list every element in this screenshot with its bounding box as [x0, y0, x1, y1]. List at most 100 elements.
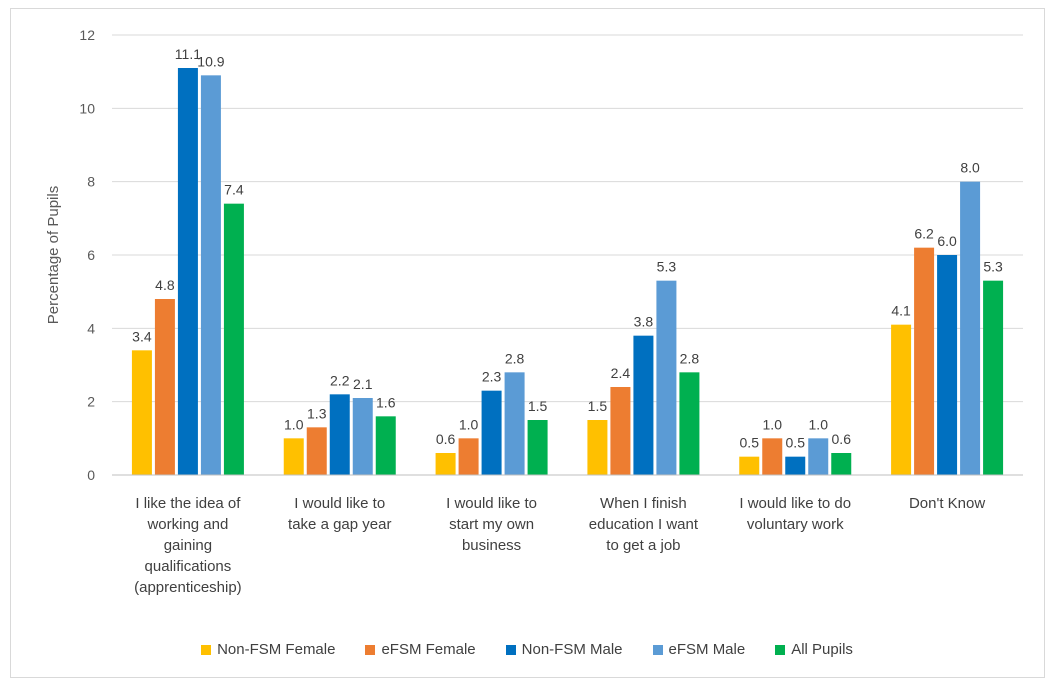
bar: [504, 372, 525, 475]
legend-swatch: [775, 644, 786, 655]
category-label: I like the idea of working and gaining qual…: [108, 493, 268, 598]
category-label-line: working and: [147, 516, 229, 533]
category-label-line: Don't Know: [908, 495, 986, 512]
category-label: I would like to do voluntary work: [715, 493, 875, 535]
category-label-line: business: [461, 537, 522, 554]
bar: [375, 416, 396, 475]
y-axis-ticks: 0 2 4 6 8 10 12: [79, 27, 95, 483]
data-label: 2.2: [330, 372, 350, 388]
bar: [656, 280, 677, 475]
category-label-line: I would like to: [294, 495, 386, 512]
bar: [762, 438, 783, 475]
data-label: 1.5: [588, 398, 608, 414]
category-label-line: (apprenticeship): [134, 579, 242, 596]
category-label: I would like to take a gap year: [260, 493, 420, 535]
bar: [808, 438, 829, 475]
data-label: 0.5: [786, 435, 806, 451]
data-label: 1.3: [307, 405, 327, 421]
bar: [200, 75, 221, 475]
data-label: 1.5: [528, 398, 548, 414]
bar: [739, 456, 760, 475]
data-label: 6.2: [914, 226, 934, 242]
data-label: 1.0: [809, 416, 829, 432]
gridlines: [112, 34, 1023, 403]
data-label: 1.6: [376, 394, 396, 410]
y-tick-label: 6: [87, 247, 95, 263]
data-labels: 3.44.811.110.97.41.01.32.2 2.11.60.61.02.…: [132, 46, 1003, 451]
bar: [283, 438, 304, 475]
bar: [891, 324, 912, 475]
bar: [223, 203, 244, 475]
legend-item: eFSM Male: [652, 641, 746, 658]
data-label: 8.0: [960, 160, 980, 176]
data-label: 4.8: [155, 277, 175, 293]
data-label: 4.1: [891, 303, 911, 319]
data-label: 10.9: [197, 53, 224, 69]
legend-item: Non-FSM Male: [505, 641, 623, 658]
y-tick-label: 0: [87, 467, 95, 483]
legend-item: All Pupils: [775, 641, 853, 658]
category-label: When I finish education I want to get a jo…: [563, 493, 723, 556]
bar: [329, 394, 350, 475]
data-label: 2.1: [353, 376, 373, 392]
legend-label: eFSM Male: [668, 641, 746, 658]
data-label: 2.8: [680, 350, 700, 366]
bar: [435, 453, 456, 475]
data-label: 2.8: [505, 350, 525, 366]
bar: [983, 280, 1004, 475]
data-label: 2.3: [482, 369, 502, 385]
data-label: 0.5: [740, 435, 760, 451]
category-label-line: voluntary work: [746, 516, 844, 533]
category-label-line: education I want: [588, 516, 699, 533]
category-label-line: start my own: [449, 516, 535, 533]
bar: [352, 398, 373, 475]
category-label-line: to get a job: [606, 537, 681, 554]
data-label: 3.4: [132, 328, 152, 344]
legend-item: Non-FSM Female: [201, 641, 335, 658]
category-label-line: gaining: [163, 537, 213, 554]
data-label: 2.4: [611, 365, 631, 381]
legend-swatch: [201, 644, 212, 655]
bar: [785, 456, 806, 475]
bar: [960, 181, 981, 475]
category-label-line: When I finish: [600, 495, 687, 512]
bars: [131, 68, 1004, 475]
data-label: 6.0: [937, 233, 957, 249]
legend-label: Non-FSM Female: [217, 641, 336, 658]
category-label-line: I would like to: [446, 495, 538, 512]
legend-swatch: [365, 644, 376, 655]
data-label: 1.0: [459, 416, 479, 432]
bar: [831, 453, 852, 475]
data-label: 7.4: [224, 182, 244, 198]
category-label: I would like to start my own business: [412, 493, 572, 556]
bar: [154, 299, 175, 475]
category-label: Don't Know: [867, 493, 1027, 514]
bar: [937, 255, 958, 475]
bar: [306, 427, 327, 475]
legend-swatch: [652, 644, 663, 655]
legend-item: eFSM Female: [365, 641, 476, 658]
data-label: 1.0: [284, 416, 304, 432]
bar: [914, 247, 935, 475]
bar: [131, 350, 152, 475]
y-tick-label: 12: [79, 27, 95, 43]
data-label: 3.8: [634, 314, 654, 330]
data-label: 5.3: [657, 259, 677, 275]
bar: [587, 420, 608, 475]
y-tick-label: 10: [79, 100, 95, 116]
data-label: 5.3: [983, 259, 1003, 275]
bar: [527, 420, 548, 475]
legend: Non-FSM Female eFSM Female Non-FSM Male eFS…: [0, 641, 1054, 658]
data-label: 0.6: [436, 431, 456, 447]
bar: [610, 387, 631, 475]
bar: [458, 438, 479, 475]
data-label: 1.0: [763, 416, 783, 432]
category-label-line: I would like to do: [739, 495, 852, 512]
bar: [481, 390, 502, 475]
bar: [679, 372, 700, 475]
legend-label: eFSM Female: [381, 641, 476, 658]
data-label: 11.1: [175, 46, 201, 62]
data-label: 0.6: [832, 431, 852, 447]
legend-swatch: [505, 644, 516, 655]
